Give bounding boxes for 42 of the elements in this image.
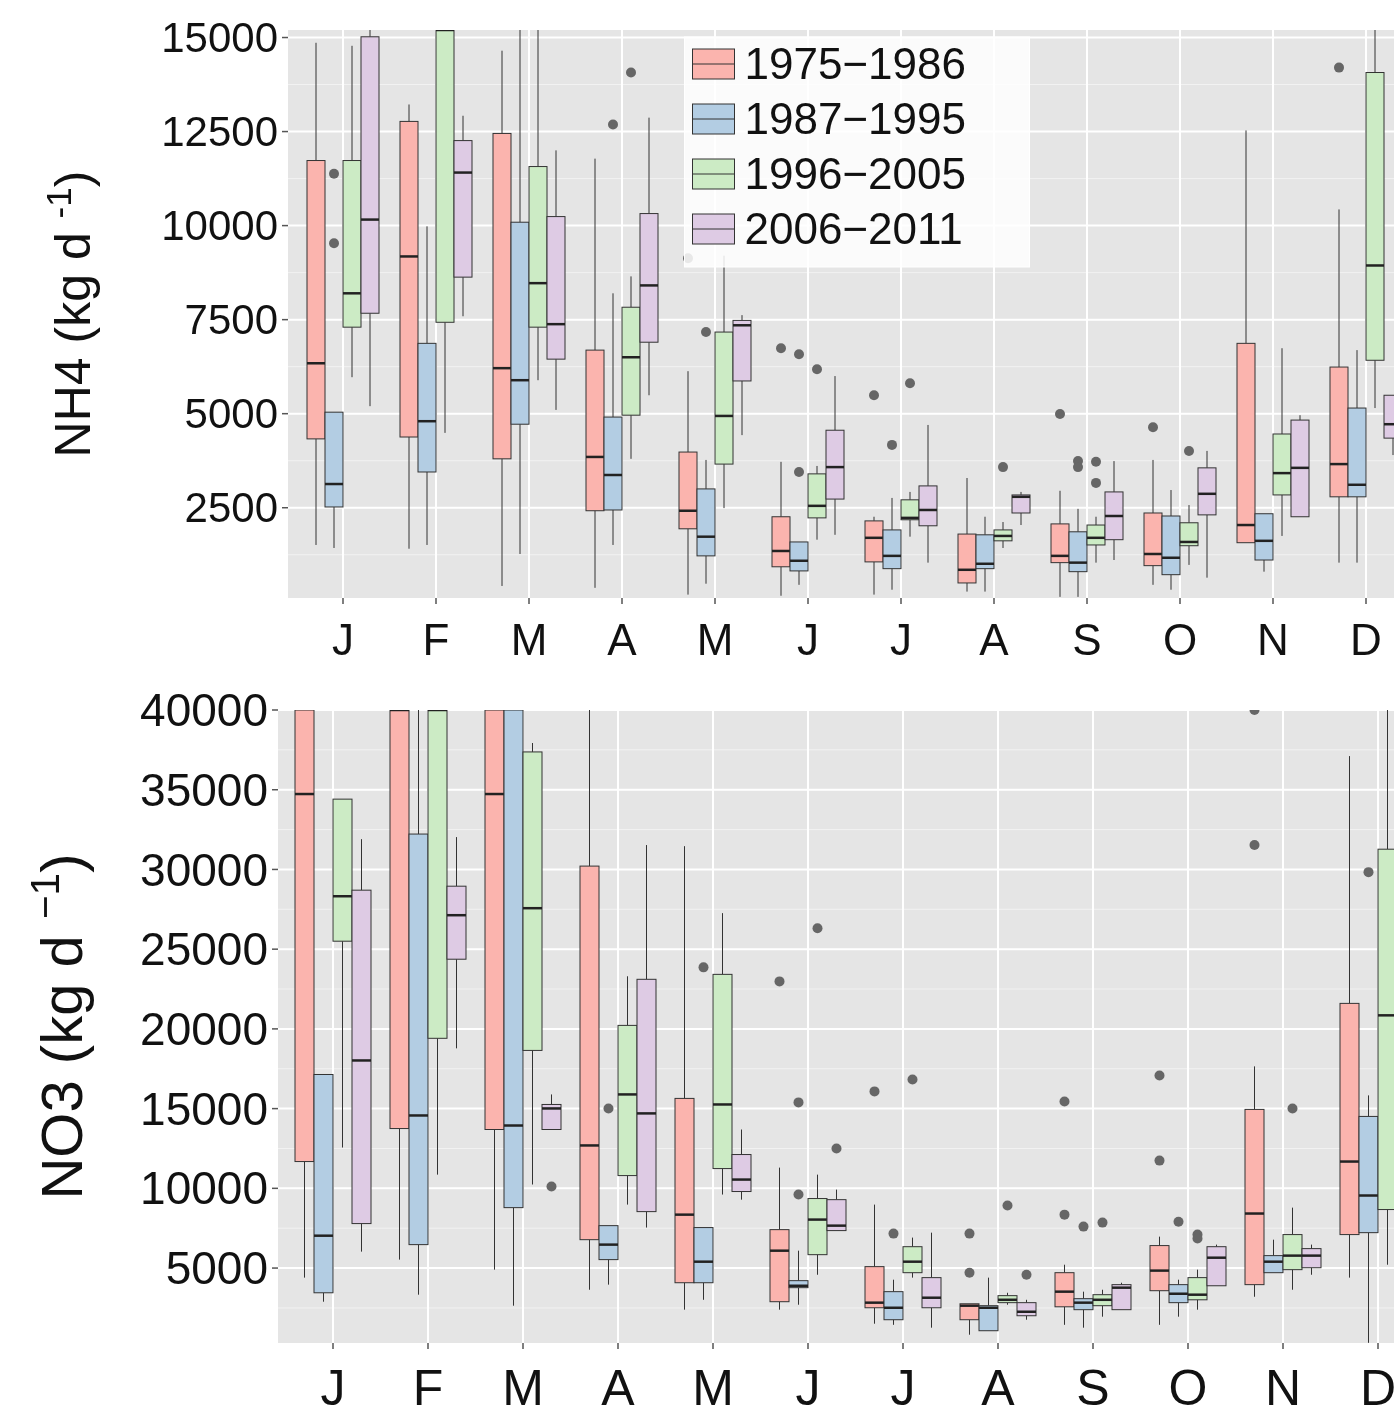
y-tick-label: 7500 (184, 296, 278, 344)
x-tick-label: J (332, 615, 354, 664)
x-tick-label: A (601, 1360, 636, 1416)
y-tick-label: 5000 (165, 1242, 268, 1295)
x-tick-label: J (795, 1360, 821, 1416)
x-tick-label: S (1072, 615, 1102, 664)
x-tick-label: M (696, 615, 734, 664)
legend-label: 1987−1995 (744, 94, 966, 144)
x-tick-label: D (1359, 1360, 1394, 1416)
x-tick-label: O (1162, 615, 1198, 664)
x-tick-label: N (1257, 615, 1289, 664)
y-tick-label: 40000 (140, 684, 268, 737)
y-tick-label: 10000 (161, 202, 278, 250)
x-tick-label: A (981, 1360, 1016, 1416)
y-tick-label: 30000 (140, 843, 268, 896)
legend-label: 1996−2005 (744, 149, 966, 199)
x-tick-label: A (607, 615, 638, 664)
y-tick-label: 35000 (140, 763, 268, 816)
x-tick-label: J (890, 615, 912, 664)
y-tick-label: 15000 (140, 1082, 268, 1135)
y-tick-label: 20000 (140, 1002, 268, 1055)
legend-label: 2006−2011 (744, 204, 963, 254)
x-tick-label: N (1264, 1360, 1302, 1416)
x-tick-label: S (1076, 1360, 1110, 1416)
x-tick-label: A (979, 615, 1010, 664)
x-tick-label: O (1168, 1360, 1208, 1416)
x-tick-label: J (320, 1360, 346, 1416)
x-tick-label: J (797, 615, 819, 664)
y-tick-label: 12500 (161, 108, 278, 156)
x-tick-label: D (1350, 615, 1382, 664)
x-tick-label: M (502, 1360, 544, 1416)
x-tick-label: M (510, 615, 548, 664)
y-tick-label: 5000 (184, 390, 278, 438)
y-tick-label: 10000 (140, 1162, 268, 1215)
y-tick-label: 15000 (161, 14, 278, 62)
y-tick-label: 2500 (184, 484, 278, 532)
x-tick-label: F (422, 615, 450, 664)
x-tick-label: F (412, 1360, 444, 1416)
legend-label: 1975−1986 (744, 39, 966, 89)
y-tick-label: 25000 (140, 923, 268, 976)
x-tick-label: M (692, 1360, 734, 1416)
x-tick-label: J (890, 1360, 916, 1416)
